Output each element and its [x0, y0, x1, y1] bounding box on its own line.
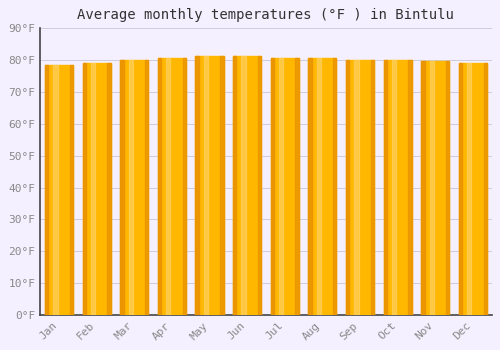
Bar	[354, 60, 358, 315]
Bar	[346, 60, 374, 315]
Bar	[346, 60, 350, 315]
Bar	[467, 63, 471, 315]
Bar	[296, 58, 299, 315]
Bar	[45, 65, 48, 315]
Bar	[204, 56, 208, 315]
Bar	[258, 56, 261, 315]
Bar	[458, 63, 487, 315]
Bar	[270, 58, 274, 315]
Bar	[446, 61, 450, 315]
Title: Average monthly temperatures (°F ) in Bintulu: Average monthly temperatures (°F ) in Bi…	[78, 8, 454, 22]
Bar	[308, 58, 336, 315]
Bar	[120, 60, 148, 315]
Bar	[196, 56, 199, 315]
Bar	[421, 61, 450, 315]
Bar	[45, 65, 73, 315]
Bar	[316, 58, 321, 315]
Bar	[370, 60, 374, 315]
Bar	[384, 60, 411, 315]
Bar	[166, 58, 170, 315]
Bar	[233, 56, 236, 315]
Bar	[384, 60, 387, 315]
Bar	[270, 58, 299, 315]
Bar	[430, 61, 434, 315]
Bar	[458, 63, 462, 315]
Bar	[392, 60, 396, 315]
Bar	[145, 60, 148, 315]
Bar	[128, 60, 133, 315]
Bar	[70, 65, 73, 315]
Bar	[484, 63, 487, 315]
Bar	[242, 56, 246, 315]
Bar	[158, 58, 161, 315]
Bar	[421, 61, 424, 315]
Bar	[196, 56, 224, 315]
Bar	[82, 63, 86, 315]
Bar	[308, 58, 312, 315]
Bar	[82, 63, 110, 315]
Bar	[220, 56, 224, 315]
Bar	[158, 58, 186, 315]
Bar	[120, 60, 124, 315]
Bar	[233, 56, 261, 315]
Bar	[333, 58, 336, 315]
Bar	[91, 63, 95, 315]
Bar	[54, 65, 58, 315]
Bar	[408, 60, 412, 315]
Bar	[108, 63, 110, 315]
Bar	[182, 58, 186, 315]
Bar	[279, 58, 283, 315]
